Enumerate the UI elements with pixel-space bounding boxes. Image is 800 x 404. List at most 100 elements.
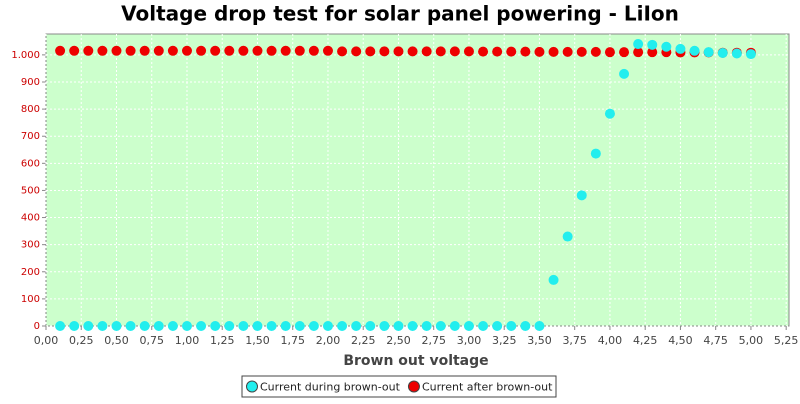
x-tick-label: 5,00 bbox=[739, 334, 764, 347]
chart-title: Voltage drop test for solar panel poweri… bbox=[121, 2, 679, 26]
x-tick-label: 4,50 bbox=[668, 334, 693, 347]
point bbox=[534, 46, 545, 57]
point bbox=[633, 39, 644, 50]
legend-label: Current after brown-out bbox=[422, 381, 553, 394]
point bbox=[238, 321, 249, 331]
point bbox=[55, 45, 66, 56]
point bbox=[548, 46, 559, 57]
point bbox=[463, 321, 474, 331]
point bbox=[407, 46, 418, 57]
point bbox=[153, 321, 164, 331]
point bbox=[619, 68, 630, 79]
point bbox=[210, 45, 221, 56]
point bbox=[266, 45, 277, 56]
point bbox=[125, 321, 136, 331]
point bbox=[745, 49, 756, 60]
point bbox=[351, 46, 362, 57]
point bbox=[97, 45, 108, 56]
point bbox=[548, 274, 559, 285]
point bbox=[689, 45, 700, 56]
point bbox=[153, 45, 164, 56]
point bbox=[83, 45, 94, 56]
point bbox=[675, 43, 686, 54]
x-tick-label: 4,25 bbox=[633, 334, 658, 347]
point bbox=[337, 46, 348, 57]
plot-area bbox=[45, 33, 790, 327]
point bbox=[647, 39, 658, 50]
x-tick-label: 1,75 bbox=[280, 334, 305, 347]
point bbox=[379, 321, 390, 331]
point bbox=[393, 46, 404, 57]
point bbox=[590, 148, 601, 159]
legend-swatch bbox=[246, 380, 258, 393]
point bbox=[69, 321, 80, 331]
x-tick-label: 3,50 bbox=[527, 334, 552, 347]
y-tick-label: 800 bbox=[21, 104, 40, 115]
point bbox=[590, 46, 601, 57]
x-tick-label: 4,75 bbox=[703, 334, 728, 347]
y-tick-label: 300 bbox=[21, 240, 40, 251]
point bbox=[69, 45, 80, 56]
point bbox=[308, 321, 319, 331]
point bbox=[181, 321, 192, 331]
point bbox=[407, 321, 418, 331]
y-tick-label: 500 bbox=[21, 185, 40, 196]
point bbox=[337, 321, 348, 331]
point bbox=[322, 45, 333, 56]
point bbox=[365, 321, 376, 331]
point bbox=[83, 321, 94, 331]
point bbox=[294, 45, 305, 56]
y-tick-label: 900 bbox=[21, 77, 40, 88]
point bbox=[604, 47, 615, 58]
point bbox=[379, 46, 390, 57]
legend-label: Current during brown-out bbox=[260, 381, 401, 394]
y-tick-label: 1.000 bbox=[11, 50, 40, 61]
point bbox=[421, 46, 432, 57]
point bbox=[449, 46, 460, 57]
x-tick-label: 3,75 bbox=[562, 334, 587, 347]
x-tick-label: 1,50 bbox=[245, 334, 270, 347]
x-tick-label: 0,25 bbox=[69, 334, 94, 347]
x-tick-label: 1,25 bbox=[210, 334, 235, 347]
point bbox=[280, 321, 291, 331]
point bbox=[506, 321, 517, 331]
x-tick-label: 0,75 bbox=[139, 334, 164, 347]
point bbox=[55, 321, 66, 331]
point bbox=[365, 46, 376, 57]
legend-box bbox=[241, 375, 557, 398]
y-tick-label: 700 bbox=[21, 131, 40, 142]
point bbox=[294, 321, 305, 331]
point bbox=[266, 321, 277, 331]
point bbox=[435, 46, 446, 57]
point bbox=[224, 321, 235, 331]
x-tick-label: 1,00 bbox=[175, 334, 200, 347]
point bbox=[506, 46, 517, 57]
point bbox=[393, 321, 404, 331]
x-tick-label: 2,50 bbox=[386, 334, 411, 347]
point bbox=[224, 45, 235, 56]
point bbox=[421, 321, 432, 331]
y-tick-label: 100 bbox=[21, 294, 40, 305]
point bbox=[167, 321, 178, 331]
point bbox=[351, 321, 362, 331]
x-tick-label: 2,75 bbox=[421, 334, 446, 347]
y-tick-label: 600 bbox=[21, 158, 40, 169]
x-tick-label: 3,00 bbox=[457, 334, 482, 347]
point bbox=[478, 321, 489, 331]
point bbox=[252, 45, 263, 56]
point bbox=[576, 190, 587, 201]
point bbox=[435, 321, 446, 331]
x-tick-label: 2,25 bbox=[351, 334, 376, 347]
point bbox=[308, 45, 319, 56]
point bbox=[322, 321, 333, 331]
point bbox=[731, 48, 742, 59]
point bbox=[520, 321, 531, 331]
point bbox=[562, 231, 573, 242]
point bbox=[280, 45, 291, 56]
point bbox=[125, 45, 136, 56]
x-tick-label: 5,25 bbox=[774, 334, 799, 347]
point bbox=[576, 46, 587, 57]
x-axis-label: Brown out voltage bbox=[343, 353, 488, 369]
x-tick-label: 3,25 bbox=[492, 334, 517, 347]
